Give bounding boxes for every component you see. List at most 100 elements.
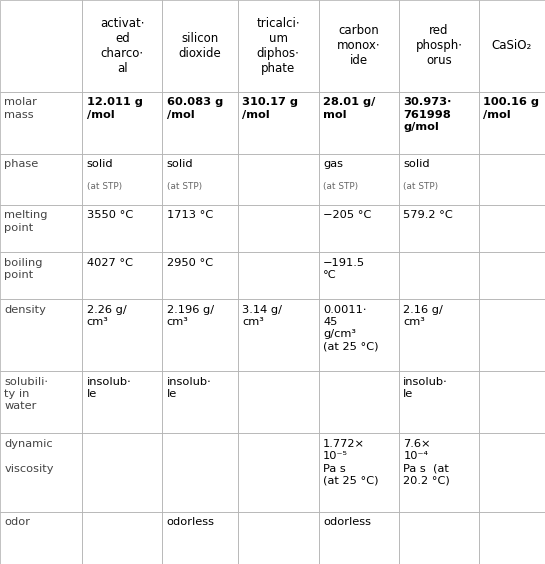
Text: insolub⋅
le: insolub⋅ le [403,377,448,399]
Text: 4027 °C: 4027 °C [87,258,132,267]
Bar [238,252,319,299]
Bar [162,512,238,564]
Text: 0.0011⋅
45
g/cm³
(at 25 °C): 0.0011⋅ 45 g/cm³ (at 25 °C) [323,305,379,352]
Bar [162,371,238,433]
Text: (at STP): (at STP) [167,182,202,191]
Text: (at STP): (at STP) [403,182,438,191]
Text: 3.14 g/
cm³: 3.14 g/ cm³ [242,305,282,327]
Bar [319,252,399,299]
Bar [479,0,545,91]
Bar [399,299,479,371]
Text: 2.16 g/
cm³: 2.16 g/ cm³ [403,305,443,327]
Text: 1713 °C: 1713 °C [167,210,213,221]
Bar [82,252,162,299]
Text: 2950 °C: 2950 °C [167,258,213,267]
Bar [162,433,238,512]
Bar [162,205,238,252]
Bar [399,433,479,512]
Bar [238,299,319,371]
Text: red
phosph⋅
orus: red phosph⋅ orus [415,24,462,67]
Bar [162,299,238,371]
Bar [0,205,82,252]
Text: 12.011 g
/mol: 12.011 g /mol [87,97,143,120]
Text: −205 °C: −205 °C [323,210,372,221]
Bar [399,512,479,564]
Bar [319,299,399,371]
Bar [82,0,162,91]
Text: silicon
dioxide: silicon dioxide [179,32,221,60]
Text: odorless: odorless [323,517,371,527]
Bar [0,299,82,371]
Bar [319,371,399,433]
Text: boiling
point: boiling point [4,258,43,280]
Bar [479,371,545,433]
Text: 28.01 g/
mol: 28.01 g/ mol [323,97,376,120]
Text: 3550 °C: 3550 °C [87,210,133,221]
Text: 100.16 g
/mol: 100.16 g /mol [483,97,539,120]
Text: (at STP): (at STP) [87,182,122,191]
Text: 1.772×
10⁻⁵
Pa s
(at 25 °C): 1.772× 10⁻⁵ Pa s (at 25 °C) [323,439,379,486]
Bar [0,154,82,205]
Bar [319,91,399,154]
Text: −191.5
°C: −191.5 °C [323,258,365,280]
Bar [479,433,545,512]
Bar [479,299,545,371]
Text: 30.973⋅
761998
g/mol: 30.973⋅ 761998 g/mol [403,97,452,132]
Bar [319,0,399,91]
Bar [162,0,238,91]
Text: insolub⋅
le: insolub⋅ le [167,377,211,399]
Text: carbon
monox⋅
ide: carbon monox⋅ ide [337,24,381,67]
Bar [82,205,162,252]
Bar [238,512,319,564]
Bar [0,433,82,512]
Bar [319,154,399,205]
Text: odorless: odorless [167,517,215,527]
Bar [0,512,82,564]
Bar [0,91,82,154]
Bar [82,91,162,154]
Bar [238,433,319,512]
Bar [82,299,162,371]
Bar [162,252,238,299]
Bar [399,205,479,252]
Bar [0,252,82,299]
Text: phase: phase [4,160,39,169]
Text: odor: odor [4,517,31,527]
Bar [82,371,162,433]
Bar [238,154,319,205]
Bar [479,252,545,299]
Bar [319,205,399,252]
Bar [238,91,319,154]
Text: 2.26 g/
cm³: 2.26 g/ cm³ [87,305,126,327]
Bar [162,91,238,154]
Text: solubili⋅
ty in
water: solubili⋅ ty in water [4,377,49,411]
Text: 2.196 g/
cm³: 2.196 g/ cm³ [167,305,214,327]
Bar [319,512,399,564]
Text: (at STP): (at STP) [323,182,359,191]
Text: melting
point: melting point [4,210,48,233]
Text: 579.2 °C: 579.2 °C [403,210,453,221]
Text: solid: solid [87,160,113,169]
Bar [238,371,319,433]
Text: solid: solid [167,160,193,169]
Text: insolub⋅
le: insolub⋅ le [87,377,131,399]
Bar [82,512,162,564]
Bar [399,154,479,205]
Text: dynamic

viscosity: dynamic viscosity [4,439,54,474]
Bar [82,154,162,205]
Text: activat⋅
ed
charco⋅
al: activat⋅ ed charco⋅ al [100,17,144,75]
Bar [238,0,319,91]
Bar [0,371,82,433]
Bar [319,433,399,512]
Text: 310.17 g
/mol: 310.17 g /mol [242,97,298,120]
Text: solid: solid [403,160,430,169]
Bar [399,91,479,154]
Text: molar
mass: molar mass [4,97,37,120]
Bar [238,205,319,252]
Bar [479,154,545,205]
Bar [399,371,479,433]
Bar [479,91,545,154]
Bar [0,0,82,91]
Text: 60.083 g
/mol: 60.083 g /mol [167,97,223,120]
Text: density: density [4,305,46,315]
